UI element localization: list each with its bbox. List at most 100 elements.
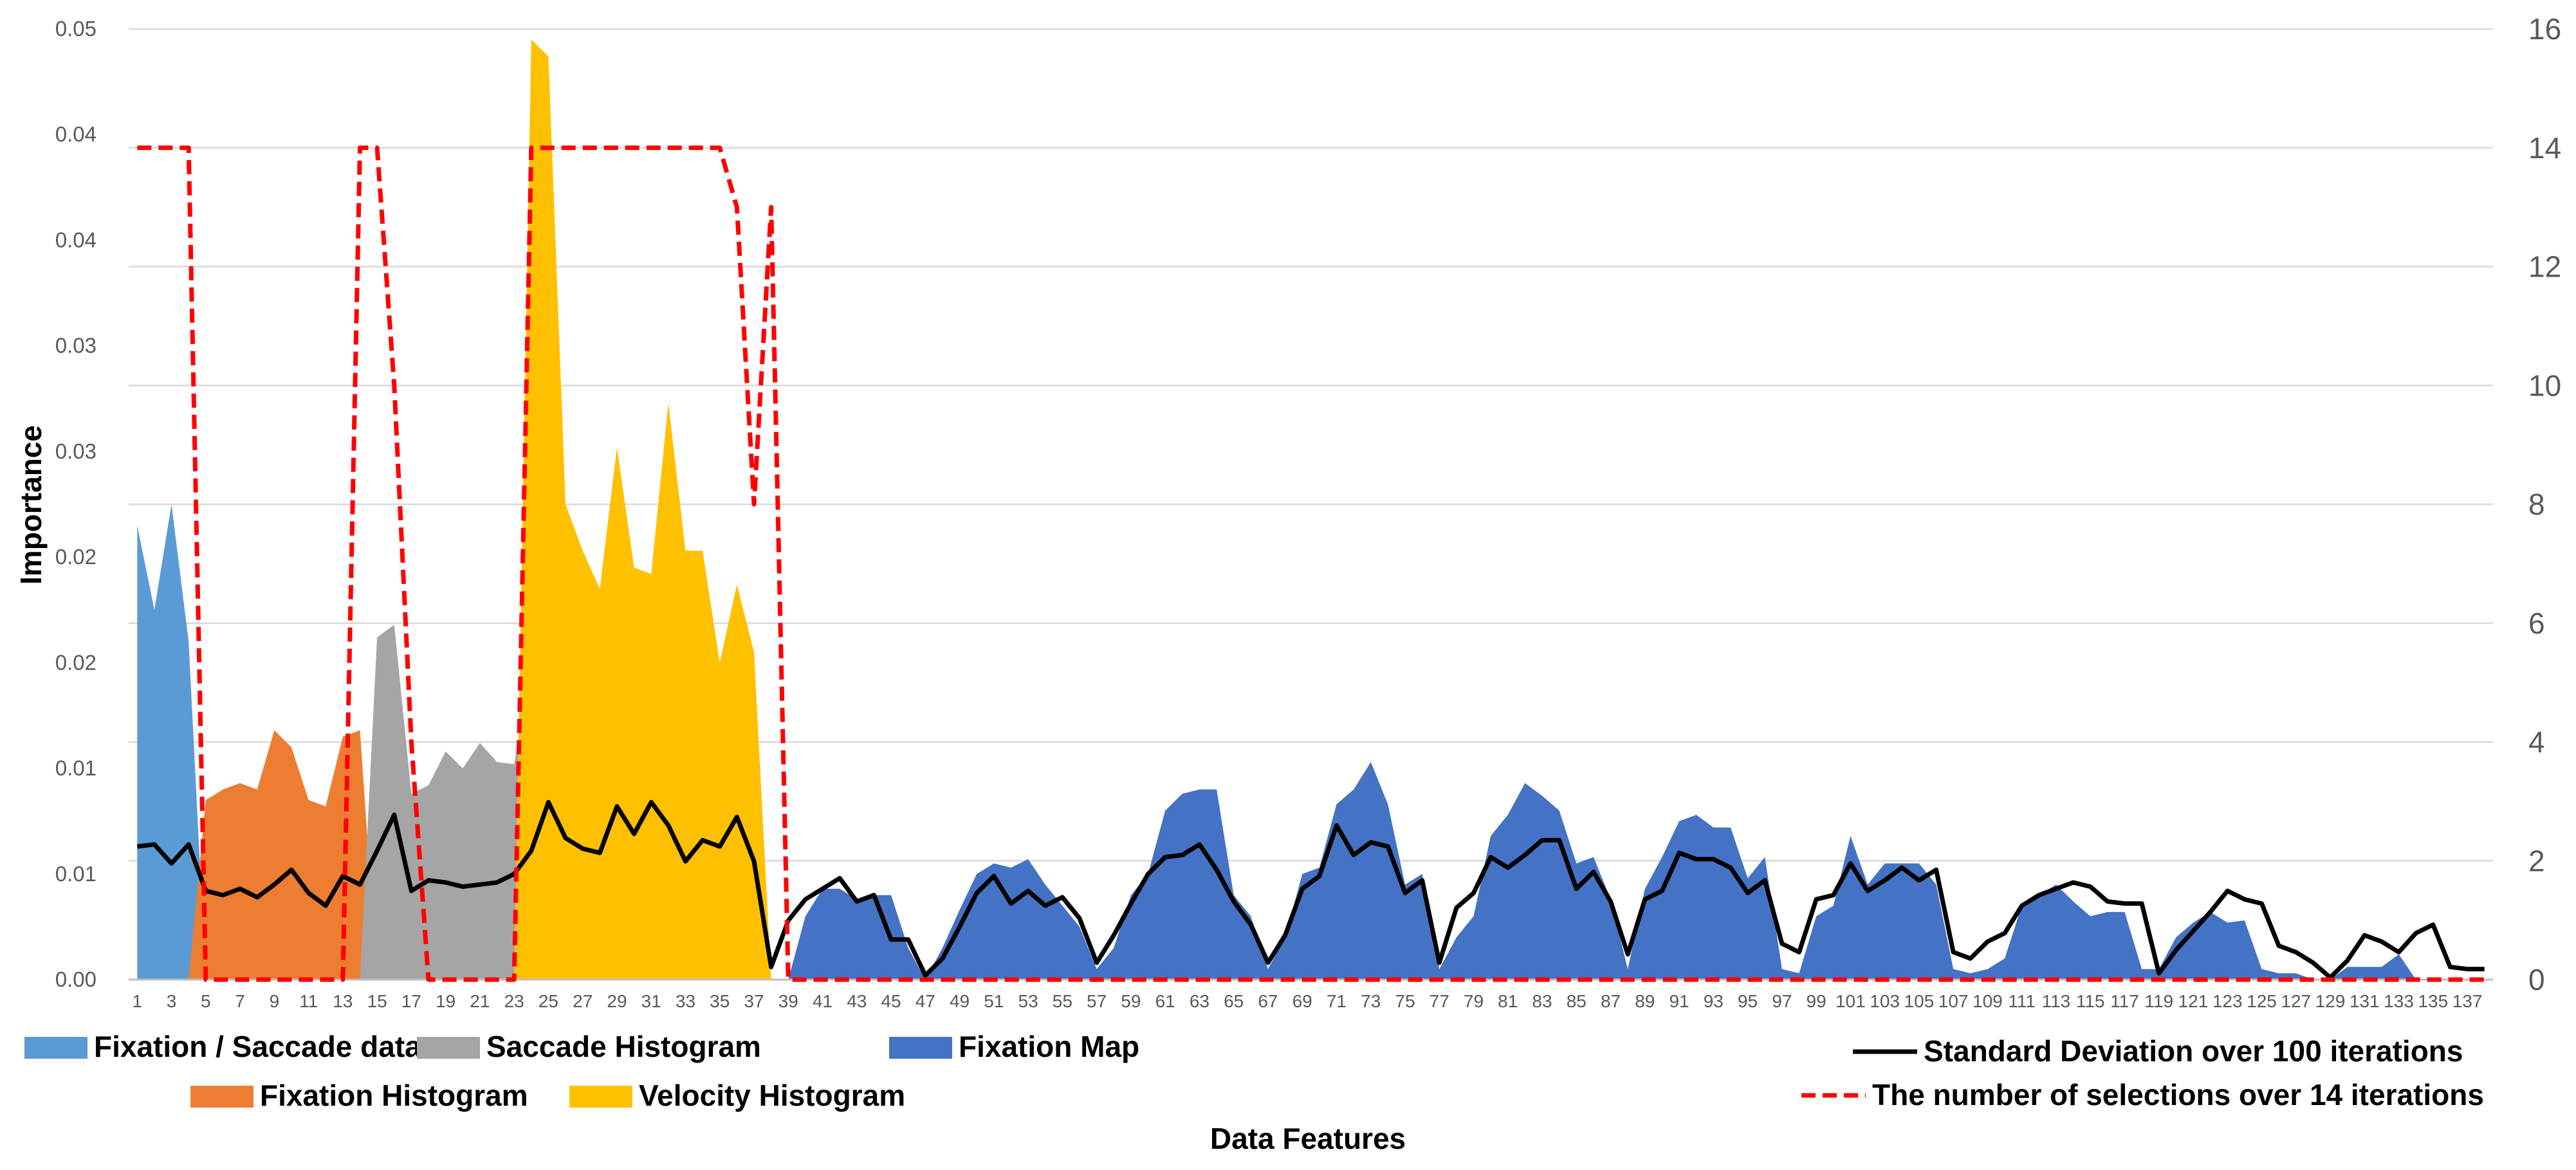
x-tick-label: 103 <box>1870 991 1900 1011</box>
area-series-fixation-histogram <box>189 730 378 980</box>
x-tick-label: 117 <box>2110 991 2139 1011</box>
x-tick-label: 31 <box>641 991 661 1011</box>
line-series-group <box>136 145 2485 982</box>
y-left-tick-label: 0.01 <box>55 756 97 780</box>
legend-swatch <box>417 1037 480 1059</box>
x-tick-label: 119 <box>2144 991 2173 1011</box>
y-right-tick-label: 10 <box>2528 369 2561 402</box>
x-tick-label: 85 <box>1567 991 1587 1011</box>
x-tick-label: 73 <box>1361 991 1381 1011</box>
x-tick-label: 9 <box>270 991 280 1011</box>
x-tick-label: 51 <box>984 991 1004 1011</box>
area-series-group <box>137 39 2451 980</box>
x-tick-label: 45 <box>881 991 901 1011</box>
x-tick-label: 137 <box>2452 991 2483 1011</box>
x-tick-label: 47 <box>915 991 935 1011</box>
area-series-saccade-histogram <box>360 625 549 980</box>
x-tick-label: 43 <box>847 991 867 1011</box>
x-tick-label: 21 <box>470 991 490 1011</box>
y-right-tick-label: 6 <box>2528 607 2545 640</box>
x-tick-label: 17 <box>401 991 421 1011</box>
x-axis-title: Data Features <box>1210 1122 1406 1155</box>
x-tick-label: 87 <box>1601 991 1621 1011</box>
x-tick-label: 7 <box>235 991 245 1011</box>
x-tick-label: 23 <box>504 991 524 1011</box>
x-tick-label: 111 <box>2008 991 2036 1011</box>
std-deviation-line <box>136 800 2485 980</box>
x-tick-label: 123 <box>2213 991 2243 1011</box>
y-right-tick-label: 4 <box>2528 726 2545 759</box>
x-tick-label: 33 <box>676 991 695 1011</box>
y-right-tick-label: 0 <box>2528 963 2545 996</box>
legend-label: Standard Deviation over 100 iterations <box>1924 1034 2463 1068</box>
x-tick-label: 83 <box>1532 991 1552 1011</box>
x-tick-label: 77 <box>1430 991 1449 1011</box>
x-tick-label: 67 <box>1258 991 1278 1011</box>
legend-swatch <box>24 1037 87 1059</box>
x-tick-label: 69 <box>1293 991 1312 1011</box>
y-left-tick-label: 0.03 <box>55 334 97 358</box>
legend-swatch <box>569 1086 632 1108</box>
x-tick-label: 55 <box>1053 991 1072 1011</box>
x-tick-label: 113 <box>2042 991 2071 1011</box>
x-tick-label: 79 <box>1464 991 1484 1011</box>
x-tick-label: 1 <box>133 991 143 1011</box>
legend-label: Saccade Histogram <box>486 1030 761 1063</box>
x-tick-label: 93 <box>1704 991 1724 1011</box>
x-tick-label: 57 <box>1087 991 1107 1011</box>
y-left-tick-label: 0.04 <box>55 122 97 146</box>
x-tick-label: 15 <box>367 991 387 1011</box>
y-right-tick-label: 2 <box>2528 844 2545 877</box>
x-tick-label: 35 <box>710 991 730 1011</box>
x-tick-label: 133 <box>2384 991 2414 1011</box>
area-series-fixation-map <box>771 762 2451 980</box>
x-tick-label: 11 <box>299 991 318 1011</box>
y-left-tick-label: 0.02 <box>55 545 97 569</box>
x-tick-label: 115 <box>2076 991 2105 1011</box>
area-series-velocity-histogram <box>514 39 771 980</box>
y-axis-title: Importance <box>14 425 48 585</box>
x-tick-label: 27 <box>573 991 593 1011</box>
y-left-tick-label: 0.01 <box>55 862 97 886</box>
tick-labels: 0.00 0.01 0.01 0.02 0.02 0.03 0.03 0.04 0.04 0.05… <box>55 12 2561 1011</box>
x-tick-label: 101 <box>1835 991 1866 1011</box>
y-right-tick-label: 8 <box>2528 488 2545 521</box>
y-left-tick-label: 0.04 <box>55 228 97 251</box>
x-tick-label: 65 <box>1224 991 1244 1011</box>
x-tick-label: 13 <box>333 991 353 1011</box>
y-left-tick-label: 0.00 <box>55 967 97 991</box>
x-tick-label: 3 <box>167 991 177 1011</box>
legend-label: Fixation / Saccade data <box>94 1030 421 1063</box>
x-tick-label: 49 <box>950 991 970 1011</box>
x-tick-label: 135 <box>2418 991 2448 1011</box>
x-tick-label: 131 <box>2350 991 2380 1011</box>
y-left-tick-label: 0.03 <box>55 439 97 463</box>
x-tick-label: 89 <box>1635 991 1655 1011</box>
x-tick-label: 75 <box>1395 991 1415 1011</box>
x-tick-label: 129 <box>2315 991 2346 1011</box>
legend-label: Velocity Histogram <box>639 1079 905 1112</box>
x-tick-label: 95 <box>1738 991 1758 1011</box>
legend-swatch <box>190 1086 253 1108</box>
x-tick-label: 29 <box>607 991 627 1011</box>
y-right-tick-label: 16 <box>2528 12 2561 46</box>
legend-label: The number of selections over 14 iterati… <box>1872 1078 2484 1111</box>
legend-label: Fixation Histogram <box>260 1079 528 1112</box>
x-tick-label: 97 <box>1772 991 1792 1011</box>
x-tick-label: 99 <box>1807 991 1826 1011</box>
x-tick-label: 125 <box>2247 991 2277 1011</box>
x-tick-label: 109 <box>1973 991 2003 1011</box>
x-tick-label: 59 <box>1121 991 1141 1011</box>
x-tick-label: 41 <box>813 991 833 1011</box>
area-series-fixation-saccade-data <box>137 504 206 980</box>
x-tick-label: 61 <box>1155 991 1175 1011</box>
x-tick-label: 107 <box>1938 991 1969 1011</box>
x-tick-label: 71 <box>1327 991 1347 1011</box>
x-tick-label: 91 <box>1669 991 1689 1011</box>
x-tick-label: 81 <box>1498 991 1518 1011</box>
x-tick-label: 53 <box>1018 991 1038 1011</box>
x-tick-label: 25 <box>538 991 558 1011</box>
y-right-tick-label: 14 <box>2528 131 2561 165</box>
